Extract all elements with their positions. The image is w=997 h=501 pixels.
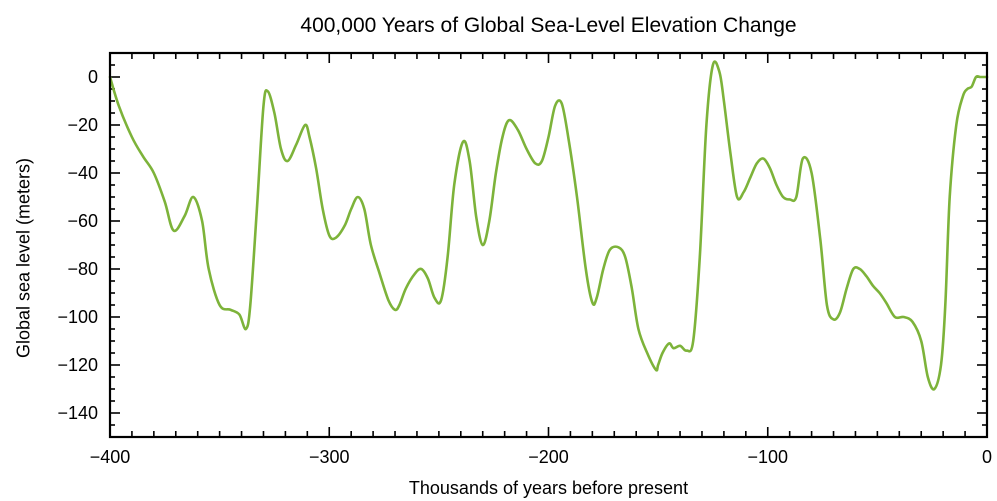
x-axis-label: Thousands of years before present [408,478,689,498]
x-tick-label: 0 [982,447,992,467]
y-tick-label: −40 [67,163,98,183]
plot-frame [108,51,989,439]
y-tick-label: 0 [88,67,98,87]
chart-title: 400,000 Years of Global Sea-Level Elevat… [300,14,797,37]
y-tick-label: −120 [57,355,98,375]
x-tick-label: −400 [90,447,131,467]
y-tick-label: −100 [57,307,98,327]
y-tick-label: −140 [57,403,98,423]
axis-tick-labels: −400 −300 −200 −100 0 0 −20 −40 −60 −80 −100 −120 −1… [57,67,992,467]
y-tick-label: −20 [67,115,98,135]
x-tick-label: −300 [309,447,350,467]
x-tick-label: −100 [747,447,788,467]
axis-ticks [109,52,988,438]
sea-level-line [108,60,989,391]
x-tick-label: −200 [528,447,569,467]
y-tick-label: −80 [67,259,98,279]
y-tick-label: −60 [67,211,98,231]
